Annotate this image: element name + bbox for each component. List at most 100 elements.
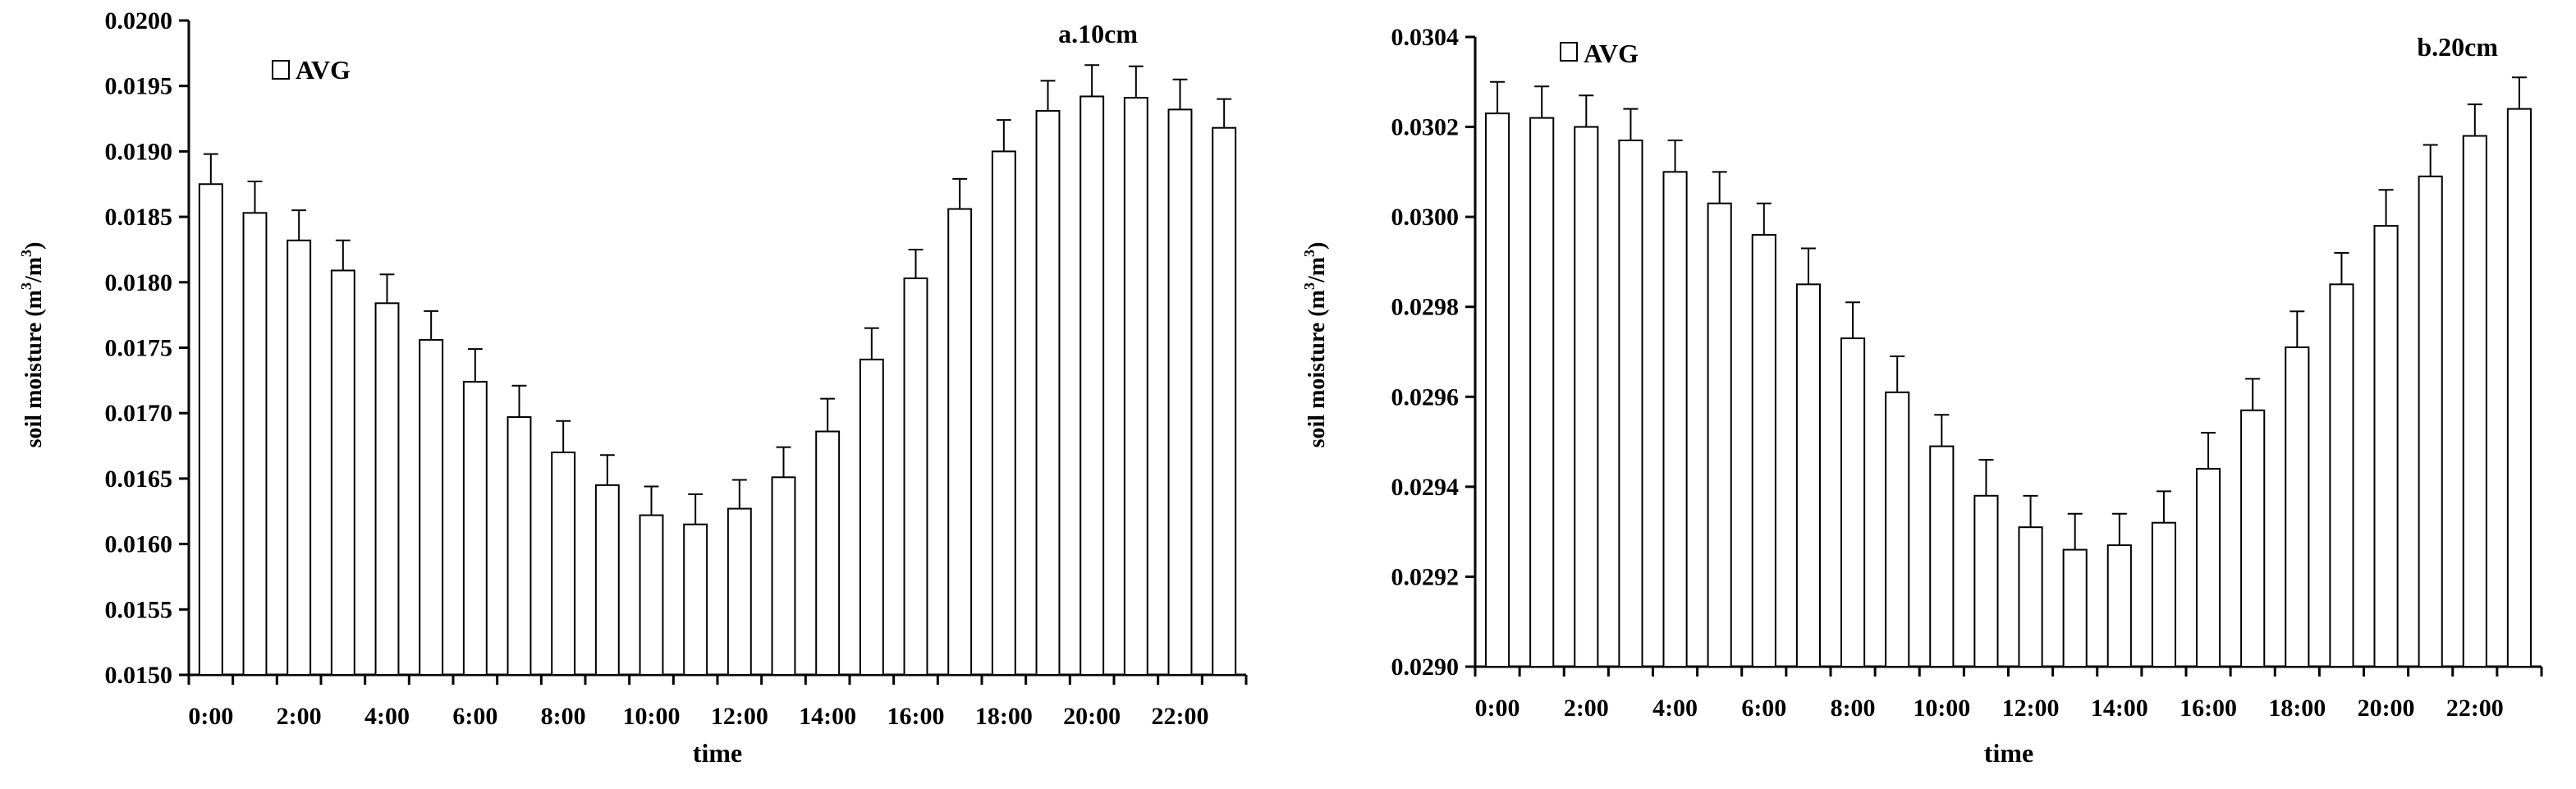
chart-b-bar [2329, 283, 2354, 667]
chart-a-bar [330, 269, 355, 676]
chart-b-bar [1885, 391, 1910, 667]
chart-b-bar [2506, 108, 2532, 667]
chart-panel-b: soil moisture (m3/m3) time b.20cm AVG 0.… [1288, 0, 2576, 789]
chart-b-xtick-label: 2:00 [1564, 695, 1609, 722]
chart-b-xtick-label: 20:00 [2358, 695, 2415, 722]
chart-b-bar [1840, 337, 1866, 667]
chart-a-xtick-label: 22:00 [1152, 703, 1209, 730]
chart-b-ytick-label: 0.0304 [1391, 24, 1460, 51]
chart-a-xlabel: time [693, 738, 742, 768]
chart-b-ytick-label: 0.0294 [1391, 474, 1460, 501]
chart-b-bar [2462, 135, 2487, 667]
chart-b-bar [1574, 126, 1599, 668]
chart-b-bar [2195, 467, 2221, 668]
chart-a-xtick-label: 2:00 [277, 703, 322, 730]
chart-a-xtick-label: 10:00 [623, 703, 681, 730]
chart-a-bar [242, 212, 268, 676]
chart-b-bar [2151, 521, 2177, 668]
chart-b-bar [2018, 526, 2043, 668]
chart-b-bar [1795, 283, 1822, 667]
chart-a-ytick-label: 0.0155 [105, 596, 173, 623]
chart-b-legend-label: AVG [1584, 39, 1639, 68]
chart-b-xtick-label: 10:00 [1913, 695, 1970, 722]
chart-a-bar [639, 514, 664, 676]
chart-a-bar [1079, 95, 1105, 676]
chart-b-bar [2373, 225, 2399, 668]
chart-a-bar [1035, 109, 1061, 676]
chart-b-legend-swatch [1560, 42, 1578, 62]
chart-b-bar [2106, 544, 2132, 667]
chart-b-xtick-label: 22:00 [2446, 695, 2504, 722]
chart-b-xlabel: time [1984, 738, 2033, 768]
chart-a-ytick-label: 0.0185 [105, 204, 173, 231]
chart-b-bar [1707, 202, 1732, 667]
chart-a-bar [1123, 97, 1148, 676]
chart-a-bar [462, 380, 488, 676]
chart-a-legend-label: AVG [296, 55, 351, 85]
chart-b-bar [2240, 409, 2266, 667]
chart-a-ytick-label: 0.0170 [105, 400, 173, 427]
chart-b-ytick-label: 0.0292 [1391, 563, 1460, 590]
chart-b-bar [1529, 117, 1555, 668]
chart-a-bar [947, 208, 973, 676]
chart-a-ytick-label: 0.0200 [105, 7, 173, 34]
chart-a-ytick-label: 0.0195 [105, 73, 173, 100]
chart-a-xtick-label: 8:00 [541, 703, 586, 730]
chart-a-ytick-label: 0.0175 [105, 335, 173, 362]
chart-a-xtick-label: 16:00 [887, 703, 945, 730]
chart-b-ytick-label: 0.0302 [1391, 114, 1460, 141]
chart-a-ytick-label: 0.0165 [105, 466, 173, 493]
chart-b-xtick-label: 12:00 [2002, 695, 2060, 722]
chart-b-xtick-label: 8:00 [1831, 695, 1876, 722]
chart-b-xtick-label: 4:00 [1652, 695, 1698, 722]
chart-a-xtick-label: 0:00 [188, 703, 233, 730]
chart-b-bar [2285, 346, 2310, 667]
chart-a-ylabel: soil moisture (m3/m3) [18, 242, 47, 448]
chart-a-bar [903, 278, 928, 676]
chart-b-ytick-label: 0.0300 [1391, 204, 1460, 231]
chart-b-xtick-label: 16:00 [2180, 695, 2237, 722]
chart-a-ytick-label: 0.0180 [105, 269, 173, 296]
chart-b-xtick-label: 18:00 [2268, 695, 2326, 722]
chart-a-bar [727, 507, 752, 677]
chart-a-bar [551, 452, 576, 677]
chart-a-xtick-label: 14:00 [799, 703, 856, 730]
chart-b-bar [1662, 171, 1688, 668]
chart-a-bar [374, 302, 400, 676]
chart-a-ytick-label: 0.0190 [105, 138, 173, 165]
chart-a-ytick-label: 0.0160 [105, 531, 173, 558]
chart-a-xtick-label: 20:00 [1063, 703, 1121, 730]
chart-a-bar [1167, 108, 1193, 676]
chart-b-plot: 0.0290 0.0292 0.0294 0.0296 0.0298 0.0300 0.03… [1391, 24, 2543, 722]
chart-a-xtick-label: 6:00 [452, 703, 497, 730]
chart-b-bar [1973, 494, 1999, 667]
chart-a-bar [419, 338, 444, 676]
svg-text:soil moisture (m3/m3): soil moisture (m3/m3) [1301, 242, 1330, 448]
chart-b-bar [1484, 112, 1510, 667]
chart-b-svg: soil moisture (m3/m3) time b.20cm AVG 0.… [1301, 24, 2543, 768]
chart-a-bar [286, 239, 312, 676]
chart-b-xtick-label: 14:00 [2091, 695, 2148, 722]
chart-a-bar [859, 358, 884, 676]
chart-b-xtick-label: 0:00 [1475, 695, 1520, 722]
chart-b-bar [2418, 175, 2443, 668]
chart-a-bar [683, 523, 708, 676]
chart-b-bar [2062, 548, 2088, 667]
chart-a-bar [594, 484, 620, 676]
chart-b-bar [1751, 234, 1776, 667]
chart-a-xtick-label: 12:00 [711, 703, 768, 730]
chart-a-xtick-label: 4:00 [364, 703, 410, 730]
chart-a-title: a.10cm [1058, 19, 1138, 48]
chart-a-bar [815, 430, 841, 676]
chart-a-legend-swatch [272, 60, 290, 80]
chart-b-title: b.20cm [2417, 32, 2498, 62]
chart-a-xtick-label: 18:00 [975, 703, 1033, 730]
chart-panel-a: soil moisture (m3/m3) time a.10cm AVG 0.… [18, 7, 1248, 768]
chart-b-bar [1929, 445, 1955, 667]
chart-a-bar [506, 415, 532, 676]
chart-a-plot: 0.0150 0.0155 0.0160 0.0165 0.0170 0.0175 0.01… [105, 7, 1248, 730]
chart-a-bar [198, 183, 223, 676]
chart-b-ylabel: soil moisture (m3/m3) [1301, 242, 1330, 448]
chart-a-bar [1212, 126, 1237, 676]
chart-a-bar [991, 150, 1016, 676]
